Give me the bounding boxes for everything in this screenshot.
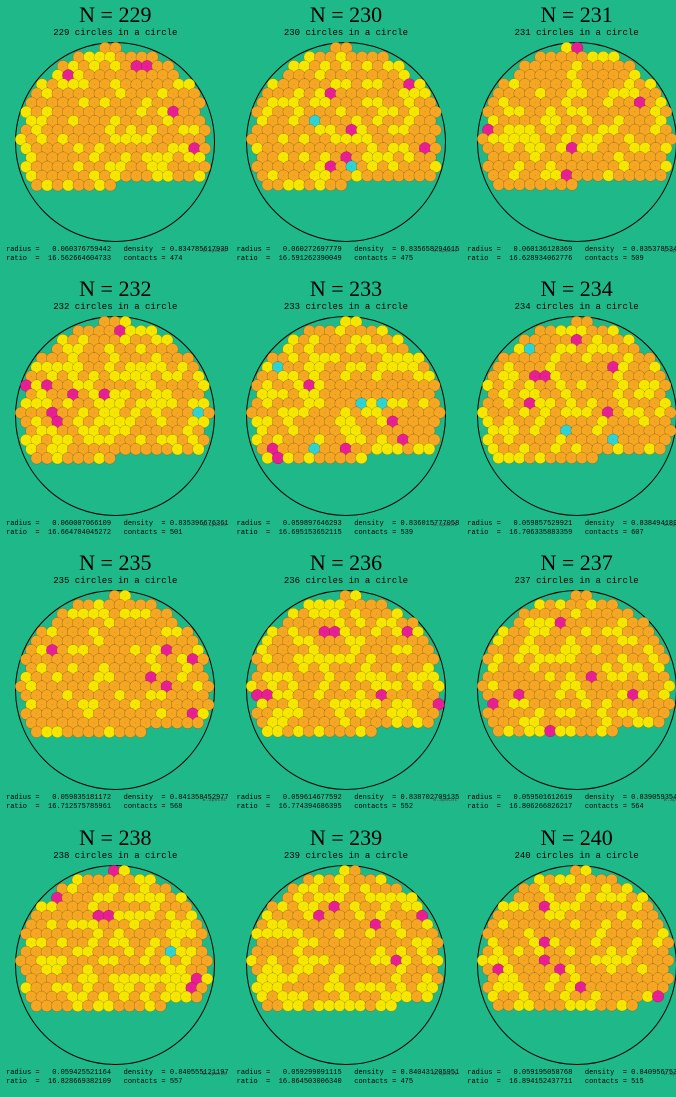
metrics: radius = 0.059501612619 density = 0.8390… — [463, 794, 676, 812]
subtitle: 234 circles in a circle — [463, 302, 676, 312]
attribution: E.Specht — [664, 248, 676, 254]
packing-cell: N = 235235 circles in a circle radius = 0… — [0, 548, 231, 822]
n-title: N = 232 — [2, 276, 229, 302]
n-title: N = 238 — [2, 825, 229, 851]
n-title: N = 240 — [463, 825, 676, 851]
packing-svg — [15, 865, 215, 1065]
subtitle: 238 circles in a circle — [2, 851, 229, 861]
subtitle: 232 circles in a circle — [2, 302, 229, 312]
packing-svg — [15, 42, 215, 242]
metrics: radius = 0.060136128369 density = 0.8353… — [463, 246, 676, 264]
packing-cell: N = 233233 circles in a circle radius = 0… — [231, 274, 462, 548]
attribution: E.Specht — [203, 797, 227, 803]
attribution: E.Specht — [664, 1071, 676, 1077]
packing-svg — [246, 865, 446, 1065]
packing-cell: N = 240240 circles in a circle radius = 0… — [461, 823, 676, 1097]
subtitle: 230 circles in a circle — [233, 28, 460, 38]
attribution: E.Specht — [664, 797, 676, 803]
packing-svg — [477, 865, 676, 1065]
packing-svg — [246, 316, 446, 516]
n-title: N = 234 — [463, 276, 676, 302]
metrics: radius = 0.060272697779 density = 0.8356… — [233, 246, 460, 264]
packing-svg — [477, 316, 676, 516]
packing-svg — [477, 42, 676, 242]
attribution: E.Specht — [203, 522, 227, 528]
packing-svg — [477, 590, 676, 790]
subtitle: 231 circles in a circle — [463, 28, 676, 38]
packing-cell: N = 232232 circles in a circle radius = 0… — [0, 274, 231, 548]
packing-svg — [246, 42, 446, 242]
attribution: E.Specht — [433, 248, 457, 254]
n-title: N = 239 — [233, 825, 460, 851]
n-title: N = 231 — [463, 2, 676, 28]
metrics: radius = 0.060007066109 density = 0.8353… — [2, 520, 229, 538]
metrics: radius = 0.059614677592 density = 0.8387… — [233, 794, 460, 812]
packing-svg — [15, 316, 215, 516]
packing-cell: N = 230230 circles in a circle radius = 0… — [231, 0, 462, 274]
attribution: E.Specht — [203, 1071, 227, 1077]
packing-grid: N = 229229 circles in a circle radius = 0… — [0, 0, 676, 1097]
metrics: radius = 0.059195058768 density = 0.8409… — [463, 1069, 676, 1087]
packing-cell: N = 229229 circles in a circle radius = 0… — [0, 0, 231, 274]
metrics: radius = 0.059857529921 density = 0.8384… — [463, 520, 676, 538]
metrics: radius = 0.059299091115 density = 0.8404… — [233, 1069, 460, 1087]
packing-cell: N = 234234 circles in a circle radius = 0… — [461, 274, 676, 548]
subtitle: 240 circles in a circle — [463, 851, 676, 861]
n-title: N = 237 — [463, 550, 676, 576]
subtitle: 229 circles in a circle — [2, 28, 229, 38]
packing-cell: N = 231231 circles in a circle radius = 0… — [461, 0, 676, 274]
attribution: E.Specht — [664, 522, 676, 528]
attribution: E.Specht — [433, 522, 457, 528]
attribution: E.Specht — [433, 1071, 457, 1077]
subtitle: 237 circles in a circle — [463, 576, 676, 586]
n-title: N = 236 — [233, 550, 460, 576]
metrics: radius = 0.059835181172 density = 0.8413… — [2, 794, 229, 812]
n-title: N = 229 — [2, 2, 229, 28]
attribution: E.Specht — [433, 797, 457, 803]
attribution: E.Specht — [203, 248, 227, 254]
metrics: radius = 0.059897646293 density = 0.8360… — [233, 520, 460, 538]
subtitle: 235 circles in a circle — [2, 576, 229, 586]
subtitle: 239 circles in a circle — [233, 851, 460, 861]
n-title: N = 230 — [233, 2, 460, 28]
subtitle: 236 circles in a circle — [233, 576, 460, 586]
subtitle: 233 circles in a circle — [233, 302, 460, 312]
metrics: radius = 0.059425521164 density = 0.8405… — [2, 1069, 229, 1087]
packing-svg — [15, 590, 215, 790]
n-title: N = 233 — [233, 276, 460, 302]
packing-svg — [246, 590, 446, 790]
metrics: radius = 0.060376759442 density = 0.8347… — [2, 246, 229, 264]
n-title: N = 235 — [2, 550, 229, 576]
packing-cell: N = 238238 circles in a circle radius = 0… — [0, 823, 231, 1097]
packing-cell: N = 239239 circles in a circle radius = 0… — [231, 823, 462, 1097]
packing-cell: N = 237237 circles in a circle radius = 0… — [461, 548, 676, 822]
packing-cell: N = 236236 circles in a circle radius = 0… — [231, 548, 462, 822]
